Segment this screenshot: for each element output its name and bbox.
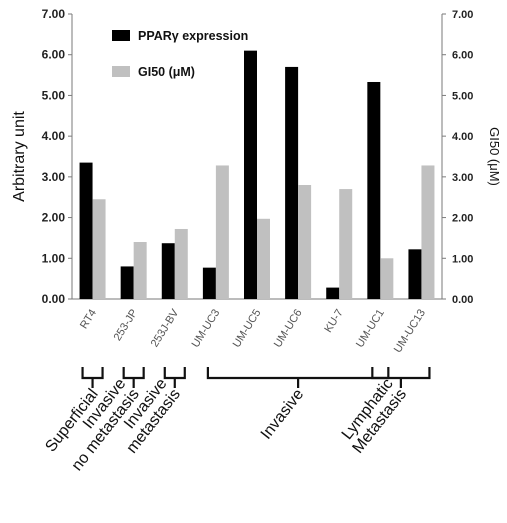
x-tick-label: UM-UC3 — [190, 307, 223, 350]
bar-ppar-UM-UC6 — [285, 66, 299, 299]
bars — [79, 50, 435, 300]
legend-label-1: GI50 (μM) — [138, 65, 195, 79]
bar-ppar-UM-UC13 — [408, 249, 422, 299]
axes: 0.00 1.00 2.00 3.00 4.00 5.00 6.00 7.00 0.00 1.00… — [11, 7, 502, 306]
y2-tick-label: 1.00 — [452, 253, 473, 265]
x-tick-label: 253J-BV — [149, 307, 182, 350]
group-label-3: Invasive — [258, 386, 308, 443]
y-tick-label: 4.00 — [42, 129, 66, 143]
y-tick-label: 2.00 — [42, 211, 66, 225]
group-label-4: LymphaticMetastasis — [336, 376, 410, 457]
bar-ppar-UM-UC3 — [202, 267, 216, 299]
y-tick-label: 0.00 — [42, 292, 66, 306]
y2-tick-label: 3.00 — [452, 172, 473, 184]
legend-swatch-0 — [112, 30, 130, 41]
y2-tick-label: 0.00 — [452, 294, 473, 306]
bar-gi50-UM-UC3 — [215, 165, 229, 299]
y2-tick-label: 7.00 — [452, 9, 473, 21]
group-bracket-2 — [163, 367, 186, 388]
y-tick-label: 7.00 — [42, 7, 66, 21]
x-tick-label: 253-JP — [112, 307, 141, 343]
bar-gi50-RT4 — [92, 199, 106, 299]
bar-gi50-UM-UC13 — [421, 165, 435, 299]
group-bracket-3 — [206, 367, 390, 388]
x-tick-label: UM-UC1 — [354, 307, 387, 350]
y2-axis-title: GI50 (μM) — [487, 127, 502, 186]
group-bracket-0 — [81, 367, 104, 388]
legend: PPARγ expression GI50 (μM) — [112, 29, 248, 79]
bar-ppar-RT4 — [79, 162, 93, 299]
y-tick-label: 1.00 — [42, 251, 66, 265]
legend-swatch-1 — [112, 66, 130, 77]
bar-gi50-UM-UC1 — [380, 258, 394, 299]
bar-ppar-KU-7 — [326, 287, 340, 299]
group-bracket-1 — [122, 367, 145, 388]
y2-tick-label: 4.00 — [452, 131, 473, 143]
y-tick-label: 6.00 — [42, 48, 66, 62]
bar-gi50-UM-UC6 — [298, 185, 312, 299]
group-label-line: Invasive — [258, 386, 308, 443]
y2-tick-label: 6.00 — [452, 50, 473, 62]
bar-ppar-UM-UC5 — [244, 50, 257, 300]
bar-gi50-253J-BV — [174, 228, 188, 299]
x-tick-label: UM-UC5 — [231, 307, 264, 350]
legend-label-0: PPARγ expression — [138, 29, 248, 43]
bar-ppar-UM-UC1 — [367, 81, 381, 299]
y2-tick-label: 5.00 — [452, 90, 473, 102]
x-tick-label: KU-7 — [322, 307, 345, 335]
y-tick-label: 3.00 — [42, 170, 66, 184]
bar-gi50-UM-UC5 — [257, 218, 270, 299]
bar-ppar-253J-BV — [161, 243, 175, 299]
x-tick-label: RT4 — [78, 307, 99, 331]
bar-gi50-KU-7 — [339, 189, 353, 299]
x-tick-labels: RT4 253-JP 253J-BV UM-UC3 UM-UC5 UM-UC6 KU-7 UM… — [78, 307, 428, 355]
group-bracket-4 — [371, 367, 431, 388]
x-tick-label: UM-UC6 — [272, 307, 305, 350]
y-tick-label: 5.00 — [42, 88, 66, 102]
y2-tick-label: 2.00 — [452, 213, 473, 225]
y-axis-title: Arbitrary unit — [11, 111, 28, 202]
bar-ppar-253-JP — [120, 266, 134, 299]
x-tick-label: UM-UC13 — [392, 307, 428, 355]
bar-gi50-253-JP — [133, 242, 147, 299]
